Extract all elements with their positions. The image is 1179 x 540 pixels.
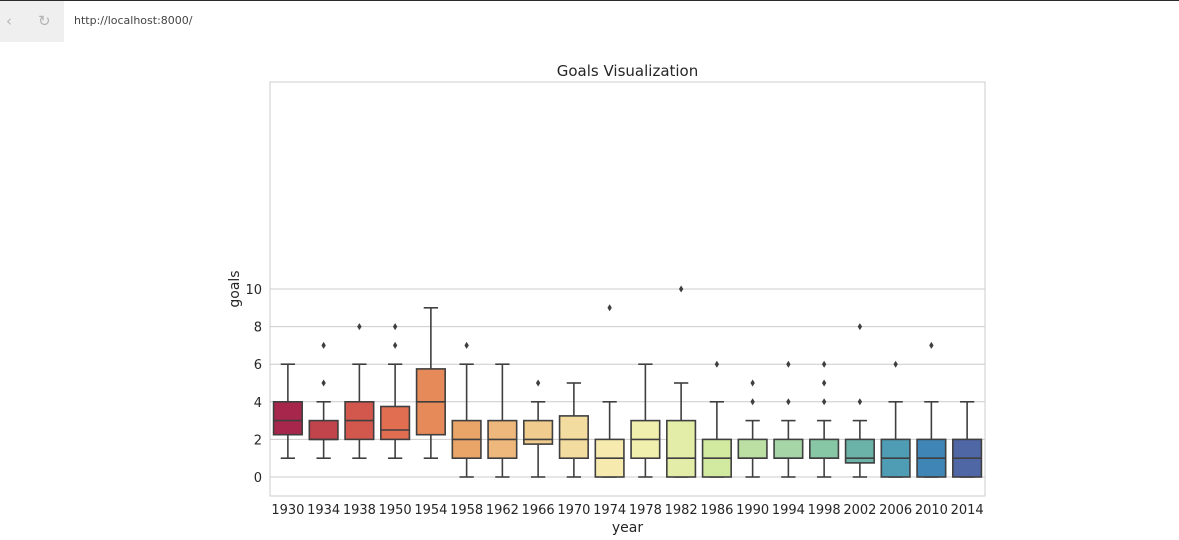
box-1982 xyxy=(666,285,697,478)
box-1998 xyxy=(809,360,840,478)
outlier-point xyxy=(321,341,326,349)
box-1938 xyxy=(344,323,375,460)
y-tick-label: 2 xyxy=(254,433,262,448)
box-body xyxy=(558,415,589,459)
x-tick-label: 1970 xyxy=(557,503,590,518)
box-1970 xyxy=(558,382,589,478)
box-1954 xyxy=(415,306,446,460)
y-tick-labels: 0 2 4 6 8 10 xyxy=(245,283,262,486)
outlier-point xyxy=(821,398,827,406)
box-1994 xyxy=(773,360,804,478)
box-1962 xyxy=(487,363,518,478)
y-tick-label: 10 xyxy=(245,283,262,298)
outlier-point xyxy=(857,323,863,331)
box-body xyxy=(844,438,875,464)
x-tick-label: 1962 xyxy=(486,503,519,518)
x-tick-label: 1994 xyxy=(772,503,805,518)
box-body xyxy=(809,438,840,459)
outlier-point xyxy=(464,341,469,349)
x-tick-label: 1938 xyxy=(343,503,376,518)
x-tick-label: 1966 xyxy=(522,503,555,518)
box-2006 xyxy=(880,360,911,478)
box-1986 xyxy=(701,360,732,478)
outlier-point xyxy=(750,379,755,387)
box-body xyxy=(380,405,411,441)
x-tick-label: 1982 xyxy=(665,503,698,518)
box-2002 xyxy=(844,323,875,478)
outlier-point xyxy=(678,285,684,293)
outlier-point xyxy=(786,398,791,406)
x-tick-labels: 1930 1934 1938 1950 1954 1958 1962 1966 1970 1974… xyxy=(271,503,983,518)
box-2014 xyxy=(952,400,983,478)
y-tick-label: 4 xyxy=(254,396,262,411)
y-tick-label: 6 xyxy=(254,358,262,373)
x-tick-label: 2010 xyxy=(915,503,948,518)
x-tick-label: 1958 xyxy=(450,503,483,518)
outlier-point xyxy=(535,379,541,387)
outlier-point xyxy=(392,341,398,349)
box-body xyxy=(737,438,768,459)
x-tick-label: 1998 xyxy=(808,503,841,518)
box-1990 xyxy=(737,379,768,478)
x-tick-label: 2002 xyxy=(843,503,876,518)
outlier-point xyxy=(714,360,720,368)
x-tick-label: 1950 xyxy=(379,503,412,518)
x-tick-label: 2014 xyxy=(951,503,984,518)
box-1950 xyxy=(380,323,411,460)
box-2010 xyxy=(916,341,947,478)
window-top-border xyxy=(0,0,1179,1)
outlier-point xyxy=(750,398,755,406)
x-axis-label: year xyxy=(612,520,643,536)
x-tick-label: 1930 xyxy=(271,503,304,518)
outlier-point xyxy=(392,323,398,331)
reload-icon[interactable]: ↻ xyxy=(38,12,51,30)
outlier-point xyxy=(857,398,863,406)
x-tick-label: 1934 xyxy=(307,503,340,518)
box-1974 xyxy=(594,304,625,478)
y-tick-label: 0 xyxy=(254,471,262,486)
box-body xyxy=(272,400,303,436)
box-series xyxy=(272,285,983,478)
x-tick-label: 1990 xyxy=(736,503,769,518)
outlier-point xyxy=(607,304,612,312)
x-tick-label: 2006 xyxy=(879,503,912,518)
outlier-point xyxy=(821,360,827,368)
box-body xyxy=(308,419,339,441)
x-tick-label: 1954 xyxy=(414,503,447,518)
x-tick-label: 1978 xyxy=(629,503,662,518)
address-url[interactable]: http://localhost:8000/ xyxy=(74,14,193,27)
box-body xyxy=(523,419,554,445)
browser-nav-area: ‹ ↻ xyxy=(0,1,64,42)
grid-lines xyxy=(270,288,985,478)
box-1958 xyxy=(451,341,482,478)
chart-title: Goals Visualization xyxy=(557,62,699,80)
plot-frame xyxy=(269,81,986,497)
box-1934 xyxy=(308,341,339,460)
x-tick-label: 1986 xyxy=(700,503,733,518)
y-tick-label: 8 xyxy=(254,321,262,336)
box-1966 xyxy=(523,379,554,478)
x-tick-label: 1974 xyxy=(593,503,626,518)
outlier-point xyxy=(929,341,934,349)
outlier-point xyxy=(321,379,326,387)
box-body xyxy=(666,419,697,478)
outlier-point xyxy=(893,360,898,368)
outlier-point xyxy=(357,323,362,331)
box-1978 xyxy=(630,363,661,478)
y-axis-label: goals xyxy=(227,270,243,307)
outlier-point xyxy=(821,379,827,387)
back-chevron-icon[interactable]: ‹ xyxy=(6,12,12,30)
outlier-point xyxy=(786,360,791,368)
box-body xyxy=(773,438,804,459)
box-1930 xyxy=(272,363,303,460)
